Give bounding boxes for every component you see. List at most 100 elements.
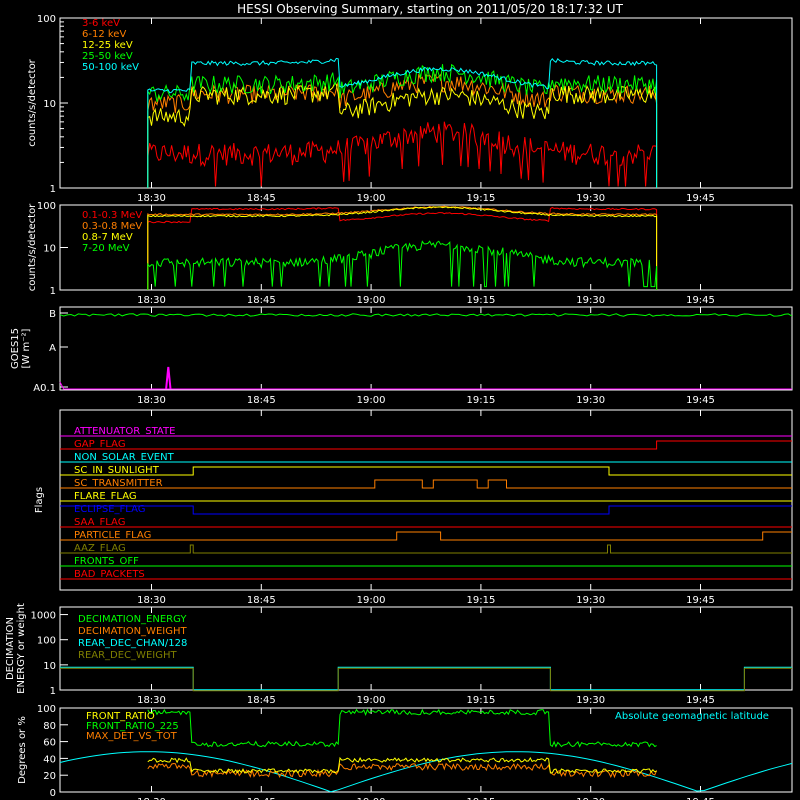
flag-label: BAD_PACKETS <box>74 569 145 580</box>
panel-3-frame <box>59 306 793 391</box>
goes-short-spike <box>165 366 172 390</box>
time-tick-label: 19:00 <box>357 695 386 706</box>
y-axis-label: GOES15 <box>10 328 21 369</box>
time-tick-label: 18:30 <box>137 595 166 606</box>
series-line-08-7MeV <box>147 206 658 290</box>
legend-entry: FRONT_RATIO <box>86 711 155 722</box>
y-tick-label: 1 <box>50 686 56 697</box>
y-tick-label: 0 <box>50 788 56 799</box>
time-tick-label: 19:30 <box>576 395 605 406</box>
time-tick-label: 18:45 <box>247 797 276 800</box>
y-tick-label: 100 <box>37 14 56 25</box>
series-line-front-ratio-225 <box>147 708 657 748</box>
flag-line <box>60 505 792 515</box>
panel-4-frame <box>59 409 793 591</box>
time-tick-label: 18:30 <box>137 395 166 406</box>
y-axis-label: Degrees or % <box>17 716 28 784</box>
time-tick-label: 18:30 <box>137 295 166 306</box>
panel-6-frame <box>59 707 793 793</box>
time-tick-label: 19:00 <box>357 595 386 606</box>
time-tick-label: 18:45 <box>247 595 276 606</box>
y-axis-label: Flags <box>34 487 45 513</box>
flag-label: AAZ_FLAG <box>74 543 126 554</box>
y-tick-label: 60 <box>43 738 56 749</box>
legend-entry: REAR_DEC_CHAN/128 <box>78 638 187 649</box>
y-tick-label: 1000 <box>31 611 56 622</box>
y-tick-label: 1 <box>50 184 56 195</box>
flag-label: FLARE_FLAG <box>74 491 137 502</box>
series-line-goes-long <box>59 313 793 317</box>
legend-entry: 0.1-0.3 MeV <box>82 210 142 221</box>
time-tick-label: 18:45 <box>247 295 276 306</box>
series-line-3-6keV <box>147 121 658 188</box>
y-tick-label: B <box>49 309 56 320</box>
y-tick-label: A <box>49 343 56 354</box>
y-tick-label: 40 <box>43 754 56 765</box>
flag-line <box>60 544 792 554</box>
time-tick-label: 18:30 <box>137 797 166 800</box>
y-tick-label: A0.1 <box>33 383 56 394</box>
time-tick-label: 18:45 <box>247 193 276 204</box>
legend-entry: 0.3-0.8 MeV <box>82 221 142 232</box>
flag-line <box>60 531 792 541</box>
time-tick-label: 18:30 <box>137 193 166 204</box>
time-tick-label: 19:45 <box>686 695 715 706</box>
flag-label: SC_TRANSMITTER <box>74 478 163 489</box>
time-tick-label: 19:30 <box>576 193 605 204</box>
time-tick-label: 19:15 <box>466 193 495 204</box>
time-tick-label: 19:00 <box>357 193 386 204</box>
time-tick-label: 19:45 <box>686 595 715 606</box>
time-tick-label: 18:45 <box>247 395 276 406</box>
series-line-12-25keV <box>147 83 658 188</box>
legend-entry: 0.8-7 MeV <box>82 232 133 243</box>
y-tick-label: 10 <box>43 244 56 255</box>
time-tick-label: 19:00 <box>357 295 386 306</box>
time-tick-label: 19:15 <box>466 695 495 706</box>
series-line-max-det-vs-tot <box>147 762 658 779</box>
time-tick-label: 19:00 <box>357 797 386 800</box>
legend-entry: 50-100 keV <box>82 62 139 73</box>
flag-line <box>60 466 792 476</box>
series-line-7-20MeV <box>147 240 658 290</box>
time-tick-label: 19:45 <box>686 395 715 406</box>
legend-entry: DECIMATION_ENERGY <box>78 614 187 625</box>
annotation-label: Absolute geomagnetic latitude <box>615 711 769 722</box>
y-tick-label: 10 <box>43 99 56 110</box>
legend-entry: 12-25 keV <box>82 40 133 51</box>
y-tick-label: 10 <box>43 661 56 672</box>
time-tick-label: 19:15 <box>466 797 495 800</box>
y-tick-label: 1 <box>50 286 56 297</box>
y-axis-label: [W m⁻²] <box>21 328 32 368</box>
y-axis-label: counts/s/detector <box>27 58 38 146</box>
series-line-goes-short <box>59 381 792 390</box>
flag-label: FRONTS_OFF <box>74 556 139 567</box>
y-tick-label: 100 <box>37 704 56 715</box>
legend-entry: FRONT_RATIO_225 <box>86 721 179 732</box>
legend-entry: 25-50 keV <box>82 51 133 62</box>
legend-entry: 7-20 MeV <box>82 243 130 254</box>
flag-label: ATTENUATOR_STATE <box>74 426 175 437</box>
y-tick-label: 20 <box>43 771 56 782</box>
series-line-01-03MeV <box>147 206 658 290</box>
time-tick-label: 19:15 <box>466 395 495 406</box>
legend-entry: DECIMATION_WEIGHT <box>78 626 187 637</box>
flag-label: NON_SOLAR_EVENT <box>74 452 175 463</box>
series-line-03-08MeV <box>147 205 658 290</box>
time-tick-label: 19:45 <box>686 797 715 800</box>
y-axis-label: DECIMATION <box>5 617 16 680</box>
time-tick-label: 19:45 <box>686 295 715 306</box>
flag-label: ECLIPSE_FLAG <box>74 504 145 515</box>
legend-entry: MAX_DET_VS_TOT <box>86 731 178 742</box>
flag-label: SC_IN_SUNLIGHT <box>74 465 160 476</box>
y-tick-label: 100 <box>37 201 56 212</box>
flag-label: GAP_FLAG <box>74 439 126 450</box>
series-line-rear-dec-weight <box>60 667 792 692</box>
flag-line <box>60 440 792 450</box>
series-line-50-100keV <box>147 57 658 188</box>
legend-entry: 3-6 keV <box>82 18 120 29</box>
time-tick-label: 19:45 <box>686 193 715 204</box>
y-tick-label: 100 <box>37 636 56 647</box>
time-tick-label: 18:30 <box>137 695 166 706</box>
time-tick-label: 19:30 <box>576 797 605 800</box>
